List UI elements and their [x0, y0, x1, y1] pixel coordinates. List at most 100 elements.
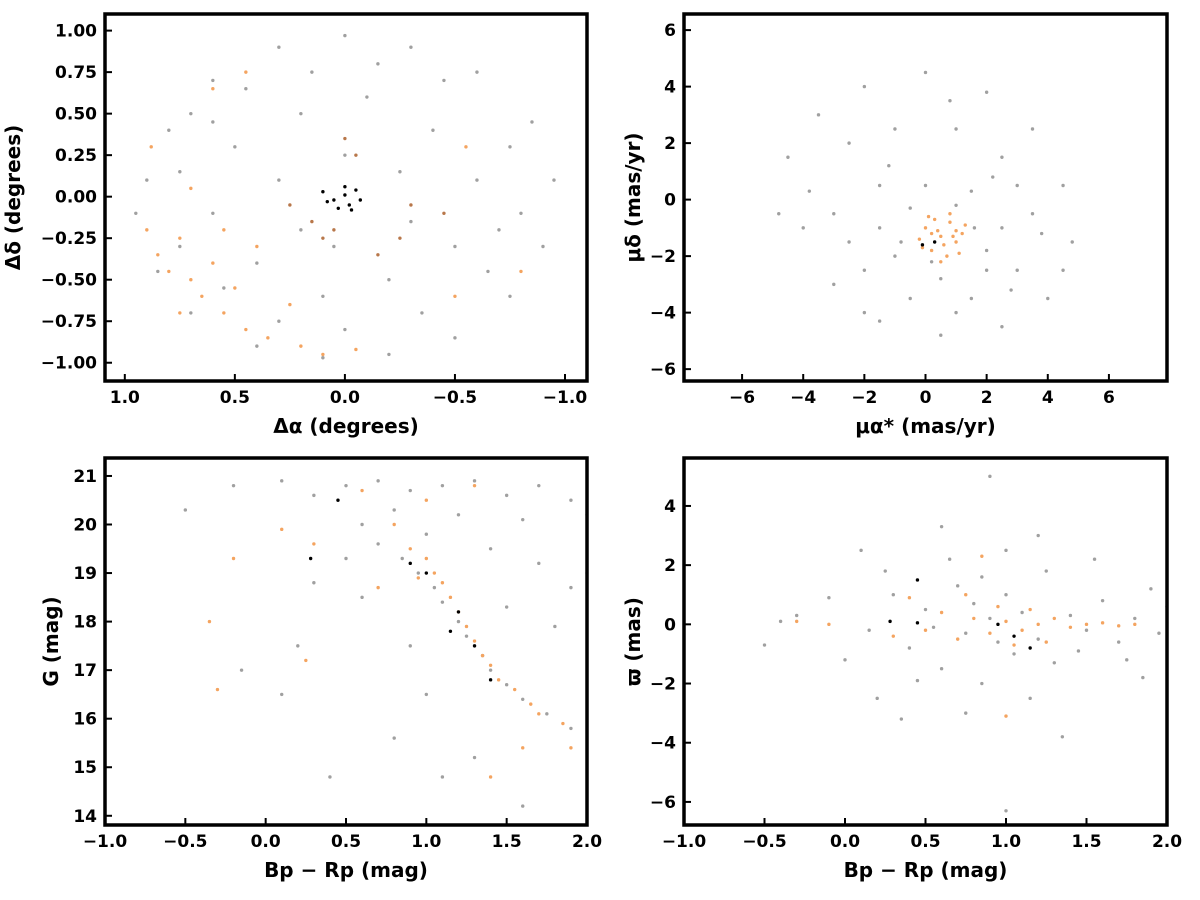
- x-tick-label: 0: [920, 388, 932, 408]
- point: [947, 557, 952, 561]
- point: [431, 128, 435, 132]
- point: [777, 212, 781, 216]
- x-axis-label: Bp − Rp (mag): [264, 858, 428, 882]
- y-tick-label: 0.75: [55, 63, 97, 83]
- point: [984, 248, 989, 253]
- y-tick-label: 19: [73, 564, 97, 584]
- y-tick-label: −0.75: [41, 312, 97, 332]
- point: [1004, 548, 1008, 553]
- point: [488, 775, 493, 779]
- frame: [103, 456, 589, 827]
- point: [211, 87, 215, 91]
- point: [932, 217, 937, 222]
- point: [552, 178, 556, 182]
- point: [321, 352, 325, 357]
- point: [189, 311, 193, 315]
- point: [440, 581, 445, 585]
- point: [456, 610, 461, 614]
- y-tick-label: 0: [664, 191, 676, 211]
- point: [1117, 640, 1121, 644]
- point: [887, 164, 891, 168]
- point: [939, 524, 944, 529]
- x-tick-label: 1.5: [492, 832, 522, 852]
- point: [926, 214, 931, 219]
- point: [156, 253, 160, 257]
- point: [1044, 640, 1048, 644]
- panel: 1.0 0.5 0.0 −0.5 −1.0 −1.00 −0.75 −0.50 −0.25 0.0…: [1, 12, 589, 438]
- point: [344, 556, 348, 561]
- point: [222, 311, 226, 315]
- x-tick-label: −6: [729, 388, 755, 408]
- point: [472, 639, 477, 643]
- point: [513, 687, 517, 692]
- point: [336, 206, 340, 210]
- x-tick-label: −1.0: [83, 832, 128, 852]
- y-tick-label: −0.25: [41, 229, 97, 249]
- x-axis-label: μα* (mas/yr): [855, 414, 996, 438]
- point: [1030, 212, 1035, 216]
- point: [222, 286, 226, 290]
- point: [432, 571, 437, 575]
- point: [1157, 631, 1161, 635]
- point: [988, 616, 992, 621]
- point: [321, 189, 325, 194]
- point: [883, 569, 887, 573]
- point: [387, 352, 391, 357]
- point: [939, 610, 944, 615]
- point: [972, 226, 977, 230]
- point: [893, 254, 897, 258]
- point: [255, 344, 259, 348]
- point: [332, 244, 336, 249]
- point: [954, 310, 958, 315]
- point: [343, 327, 347, 332]
- y-tick-label: 17: [73, 661, 97, 681]
- point: [847, 240, 851, 244]
- point: [343, 153, 347, 157]
- point: [954, 203, 958, 207]
- x-tick-label: −4: [790, 388, 816, 408]
- x-tick-label: 1.0: [411, 832, 441, 852]
- point: [211, 261, 215, 265]
- point: [1052, 616, 1057, 621]
- point: [929, 248, 934, 253]
- point: [948, 99, 952, 103]
- point: [991, 175, 995, 179]
- x-tick-label: 0.0: [251, 832, 281, 852]
- point: [408, 561, 412, 566]
- point: [409, 203, 413, 207]
- point: [504, 683, 509, 687]
- point: [859, 548, 863, 553]
- y-tick-label: −2: [650, 675, 676, 695]
- point: [358, 198, 363, 202]
- point: [239, 668, 244, 672]
- point: [424, 498, 429, 502]
- point: [920, 243, 925, 247]
- point: [211, 120, 215, 124]
- point: [545, 712, 549, 716]
- point: [942, 243, 946, 247]
- point: [244, 70, 248, 74]
- point: [233, 286, 237, 290]
- point: [280, 479, 284, 483]
- point: [266, 336, 270, 340]
- point: [280, 692, 284, 697]
- point: [464, 624, 469, 629]
- point: [321, 236, 325, 240]
- point: [398, 236, 402, 240]
- point: [1100, 621, 1105, 625]
- y-tick-label: 2: [664, 556, 676, 576]
- point: [923, 226, 928, 230]
- point: [424, 571, 429, 575]
- y-tick-label: 21: [73, 467, 97, 487]
- point: [456, 619, 461, 624]
- frame: [682, 12, 1169, 383]
- x-tick-label: 4: [1042, 388, 1054, 408]
- point: [1012, 652, 1016, 656]
- x-tick-label: 6: [1103, 388, 1115, 408]
- point: [843, 658, 847, 662]
- point: [537, 483, 541, 488]
- point: [807, 189, 812, 193]
- point: [521, 517, 525, 522]
- point: [1004, 593, 1008, 597]
- point: [988, 474, 992, 479]
